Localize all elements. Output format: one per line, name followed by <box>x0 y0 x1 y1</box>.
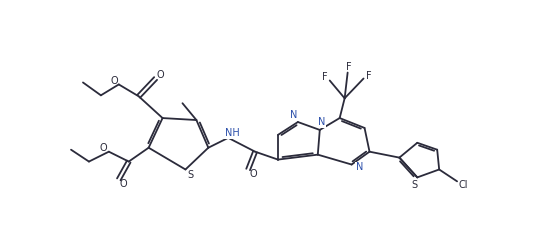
Text: NH: NH <box>225 128 240 138</box>
Text: O: O <box>110 77 117 86</box>
Text: N: N <box>290 110 298 120</box>
Text: S: S <box>411 180 417 190</box>
Text: O: O <box>249 169 257 179</box>
Text: O: O <box>120 179 128 189</box>
Text: O: O <box>157 70 164 80</box>
Text: F: F <box>366 71 371 81</box>
Text: F: F <box>322 72 327 82</box>
Text: N: N <box>318 117 326 127</box>
Text: S: S <box>187 170 193 180</box>
Text: N: N <box>356 163 363 172</box>
Text: Cl: Cl <box>458 180 468 190</box>
Text: F: F <box>346 62 352 72</box>
Text: O: O <box>99 143 107 153</box>
